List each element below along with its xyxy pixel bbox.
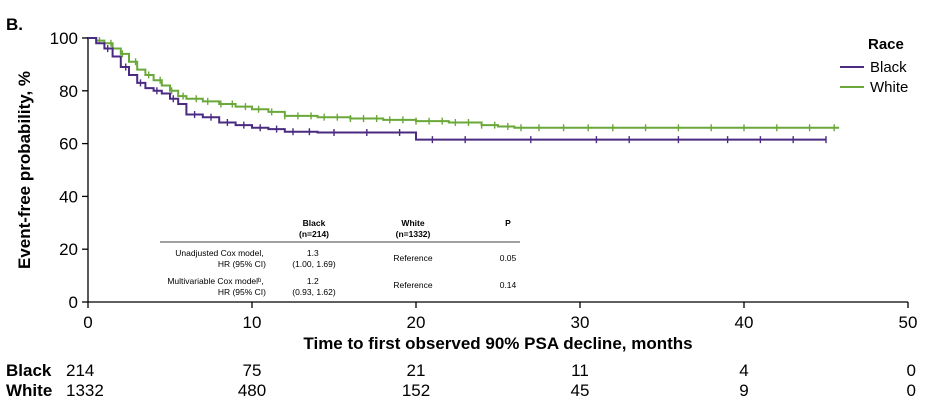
x-tick-label: 0 <box>83 313 92 332</box>
survival-curves <box>88 37 840 144</box>
at-risk-count: 21 <box>407 361 426 380</box>
y-axis-title: Event-free probability, % <box>15 71 34 269</box>
at-risk-count: 11 <box>571 361 589 380</box>
at-risk-row-label: White <box>6 381 52 400</box>
inset-row1-white: Reference <box>393 253 432 263</box>
x-axis-ticks: 0 10 20 30 40 50 <box>83 302 917 332</box>
inset-row1-label: Unadjusted Cox model, HR (95% CI) <box>175 248 266 269</box>
at-risk-count: 0 <box>907 361 916 380</box>
curve-black <box>88 37 826 141</box>
at-risk-row-label: Black <box>6 361 52 380</box>
x-tick-label: 50 <box>899 313 918 332</box>
legend-label-black: Black <box>870 59 907 76</box>
inset-hr-table: Black (n=214) White (n=1332) P Unadjusted … <box>160 218 520 297</box>
inset-row1-black: 1.3 (1.00, 1.69) <box>292 248 336 269</box>
inset-row1-p: 0.05 <box>500 253 517 263</box>
y-tick-label: 80 <box>59 82 78 101</box>
legend-title: Race <box>868 36 904 53</box>
legend-label-white: White <box>870 79 908 96</box>
inset-header-p: P <box>505 218 511 228</box>
y-tick-label: 60 <box>59 135 78 154</box>
at-risk-count: 480 <box>238 381 266 400</box>
at-risk-count: 75 <box>243 361 262 380</box>
at-risk-count: 4 <box>739 361 748 380</box>
y-tick-label: 20 <box>59 240 78 259</box>
at-risk-count: 1332 <box>66 381 104 400</box>
inset-header-white: White (n=1332) <box>396 218 431 239</box>
x-tick-label: 20 <box>407 313 426 332</box>
at-risk-count: 152 <box>402 381 430 400</box>
inset-row2-p: 0.14 <box>500 280 517 290</box>
x-tick-label: 10 <box>243 313 262 332</box>
inset-row2-white: Reference <box>393 280 432 290</box>
legend: Race Black White <box>840 36 908 96</box>
y-axis-ticks: 0 20 40 60 80 100 <box>50 29 88 312</box>
y-tick-label: 100 <box>50 29 78 48</box>
y-tick-label: 40 <box>59 187 78 206</box>
y-tick-label: 0 <box>69 293 78 312</box>
panel-label: B. <box>6 15 23 34</box>
at-risk-count: 214 <box>66 361 94 380</box>
x-tick-label: 30 <box>571 313 590 332</box>
x-tick-label: 40 <box>735 313 754 332</box>
at-risk-count: 9 <box>739 381 748 400</box>
inset-row2-black: 1.2 (0.93, 1.62) <box>292 276 336 297</box>
at-risk-count: 45 <box>571 381 590 400</box>
at-risk-count: 0 <box>907 381 916 400</box>
number-at-risk-table: Black 214 75 21 11 4 0 White 1332 480 152 45 9 0 <box>6 361 916 400</box>
inset-row2-label: Multivariable Cox modelᵇ, HR (95% CI) <box>167 276 266 297</box>
inset-header-black: Black (n=214) <box>299 218 329 239</box>
x-axis-title: Time to first observed 90% PSA decline, … <box>303 334 692 353</box>
